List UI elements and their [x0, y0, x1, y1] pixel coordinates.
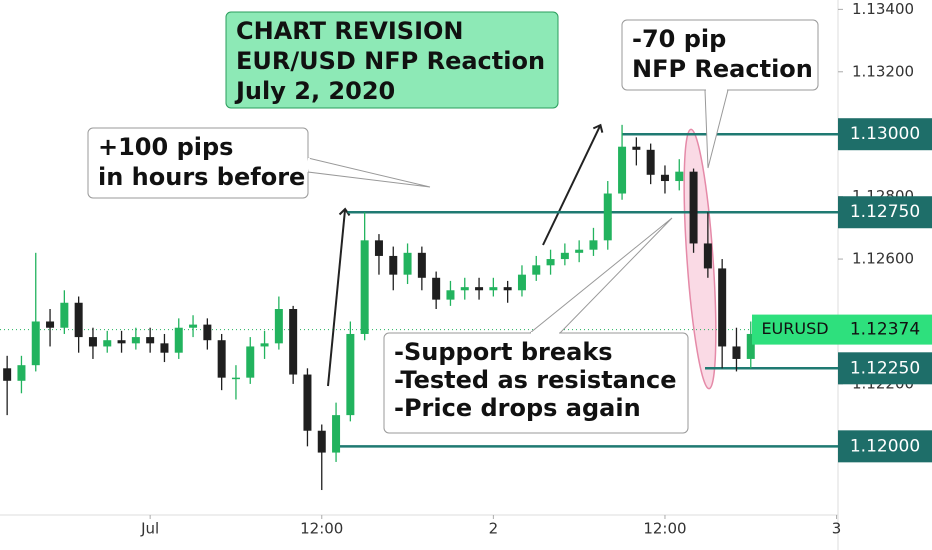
- y-tick-label: 1.13400: [852, 0, 914, 18]
- annotation-text: CHART REVISION: [236, 17, 463, 45]
- candle-body: [746, 333, 755, 359]
- candle-body: [274, 309, 283, 344]
- annotation-text: in hours before: [98, 163, 305, 191]
- annotation-text: -Support breaks: [394, 338, 613, 366]
- candle-body: [160, 343, 169, 353]
- candle-body: [432, 277, 441, 300]
- candle-body: [374, 240, 383, 256]
- price-label: 1.13000: [850, 124, 920, 144]
- annotation-text: +100 pips: [98, 133, 233, 161]
- candle-body: [646, 149, 655, 175]
- candle-body: [460, 287, 469, 291]
- candle-body: [289, 309, 298, 375]
- y-tick-label: 1.13200: [852, 62, 914, 80]
- candle-body: [117, 340, 126, 344]
- candle-body: [146, 337, 155, 344]
- candle-body: [546, 259, 555, 266]
- candle-body: [231, 377, 240, 380]
- price-label-box: [838, 196, 932, 229]
- annotation-text: July 2, 2020: [234, 77, 395, 105]
- price-label-box: [838, 352, 932, 385]
- candle-body: [60, 302, 69, 328]
- candle-body: [560, 252, 569, 260]
- price-label: 1.12000: [850, 436, 920, 456]
- candle-body: [475, 287, 484, 291]
- price-label-box: [838, 430, 932, 463]
- candle-body: [103, 340, 112, 347]
- candle-body: [660, 174, 669, 182]
- annotation-box: [225, 11, 559, 109]
- symbol-label: EURUSD: [761, 319, 828, 338]
- candle-body: [403, 252, 412, 275]
- candle-body: [632, 146, 641, 150]
- price-label: 1.12250: [850, 358, 920, 378]
- annotation-text: -Price drops again: [394, 394, 641, 422]
- candle-body: [517, 274, 526, 291]
- annotation-text: -Tested as resistance: [394, 366, 676, 394]
- candle-body: [703, 243, 712, 269]
- annotation-text: EUR/USD NFP Reaction: [236, 47, 545, 75]
- candle-body: [174, 327, 183, 353]
- candle-body: [489, 287, 498, 291]
- candle-body: [603, 193, 612, 241]
- candle-body: [17, 365, 26, 381]
- candle-body: [246, 346, 255, 378]
- candle-body: [74, 302, 83, 338]
- candle-body: [332, 415, 341, 453]
- annotation-text: -70 pip: [632, 25, 726, 53]
- symbol-box: [752, 314, 838, 345]
- x-tick-label: 2: [489, 520, 499, 538]
- candle-body: [675, 171, 684, 182]
- candle-body: [575, 249, 584, 253]
- x-tick-label: 12:00: [643, 520, 686, 538]
- y-tick-label: 1.12600: [852, 250, 914, 268]
- candle-body: [689, 171, 698, 244]
- candle-body: [718, 268, 727, 347]
- candle-body: [203, 324, 212, 341]
- candle-body: [618, 146, 627, 194]
- candle-body: [589, 240, 598, 250]
- candle-body: [189, 324, 198, 328]
- current-price-box: [838, 314, 932, 345]
- candle-body: [217, 340, 226, 378]
- price-label-box: [838, 118, 932, 151]
- candle-body: [732, 346, 741, 359]
- candle-body: [446, 290, 455, 300]
- price-label: 1.12750: [850, 202, 920, 222]
- current-price-label: 1.12374: [850, 320, 920, 340]
- arrow: [327, 207, 351, 387]
- arrow: [542, 123, 604, 246]
- annotation-text: NFP Reaction: [632, 55, 813, 83]
- x-tick-label: 3: [832, 520, 842, 538]
- x-tick-label: 12:00: [300, 520, 343, 538]
- candle-body: [260, 343, 269, 347]
- candle-body: [88, 337, 97, 347]
- candle-body: [532, 265, 541, 275]
- candle-body: [317, 430, 326, 453]
- x-tick-label: Jul: [140, 520, 159, 538]
- candle-body: [46, 321, 55, 328]
- candle-body: [360, 240, 369, 334]
- callout-cover: [306, 157, 310, 173]
- candle-body: [131, 337, 140, 344]
- candle-body: [3, 368, 12, 381]
- candle-body: [346, 333, 355, 416]
- candle-body: [303, 374, 312, 431]
- candle-body: [389, 255, 398, 275]
- candle-body: [503, 287, 512, 291]
- candle-body: [417, 252, 426, 278]
- candle-body: [31, 321, 40, 366]
